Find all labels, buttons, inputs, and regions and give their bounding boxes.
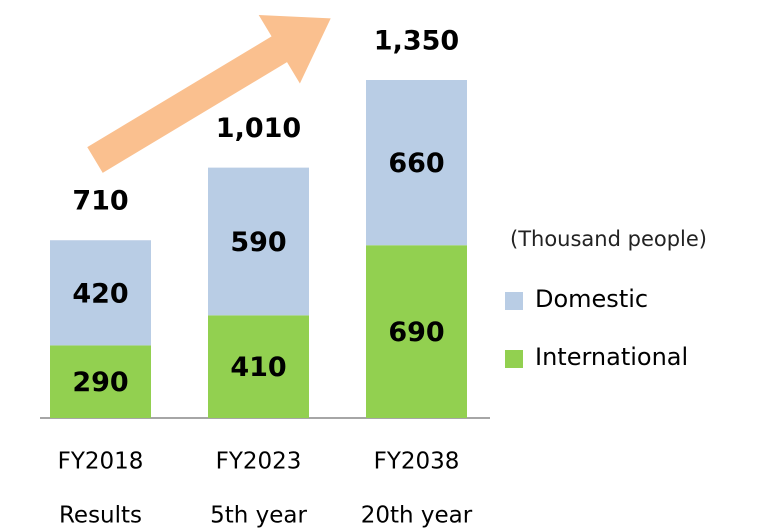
x-tick-label: FY2038 bbox=[374, 449, 460, 475]
total-label: 710 bbox=[72, 186, 128, 217]
bar-segment bbox=[208, 315, 309, 418]
value-label: 420 bbox=[72, 278, 128, 309]
bar-segment bbox=[366, 80, 467, 246]
value-label: 290 bbox=[72, 367, 128, 398]
legend-label: International bbox=[535, 343, 688, 371]
bar-segment bbox=[366, 245, 467, 418]
value-label: 590 bbox=[230, 227, 286, 258]
arrow-shape bbox=[87, 14, 331, 173]
value-label: 690 bbox=[388, 317, 444, 348]
bar-segment bbox=[50, 240, 151, 346]
x-tick-sublabel: 20th year bbox=[361, 503, 473, 529]
legend-swatch bbox=[505, 350, 523, 368]
bar-segment bbox=[50, 345, 151, 418]
x-tick-sublabel: 5th year bbox=[210, 503, 307, 529]
legend-swatch bbox=[505, 292, 523, 310]
value-label: 410 bbox=[230, 352, 286, 383]
x-tick-label: FY2023 bbox=[216, 449, 302, 475]
growth-arrow bbox=[87, 14, 331, 173]
total-label: 1,350 bbox=[374, 26, 459, 57]
total-label: 1,010 bbox=[216, 113, 301, 144]
x-tick-label: FY2018 bbox=[58, 449, 144, 475]
bar-segment bbox=[208, 167, 309, 316]
unit-label: (Thousand people) bbox=[510, 227, 707, 251]
value-label: 660 bbox=[388, 148, 444, 179]
legend-label: Domestic bbox=[535, 285, 648, 313]
x-tick-sublabel: Results bbox=[59, 503, 142, 529]
